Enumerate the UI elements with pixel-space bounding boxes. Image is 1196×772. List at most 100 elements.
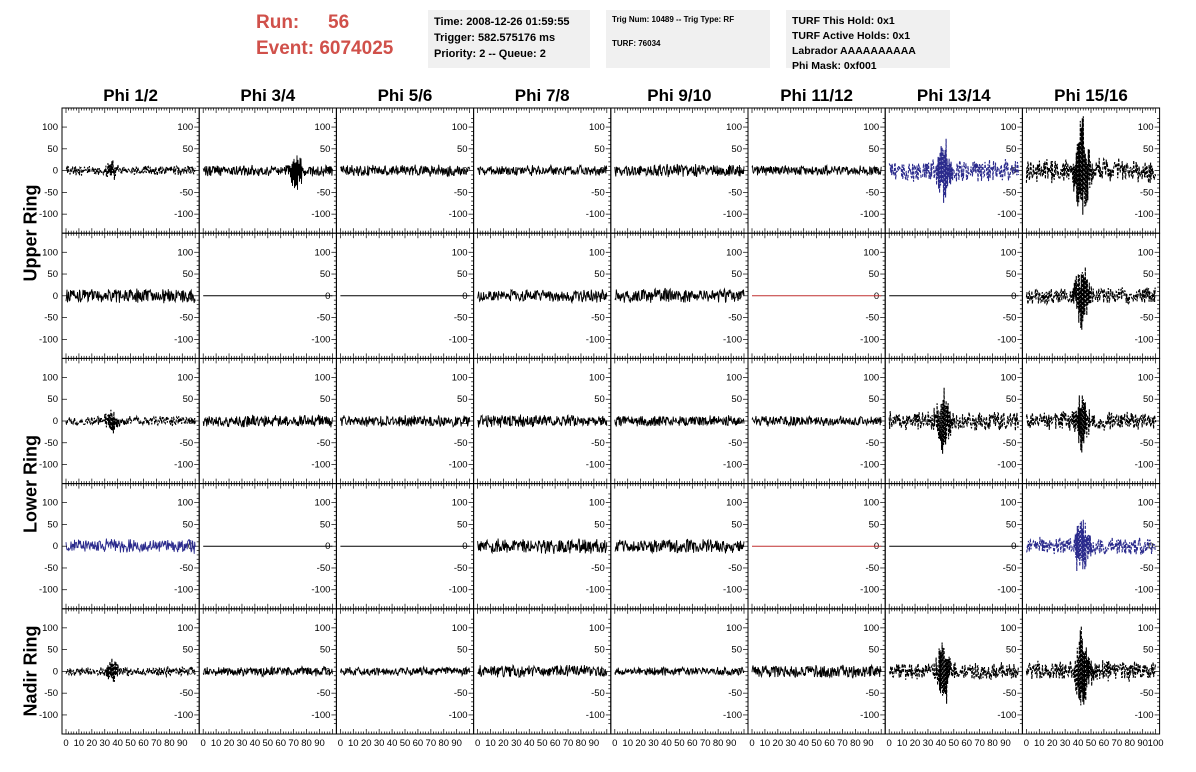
y-tick-label: 100 — [452, 247, 468, 258]
y-tick-label: -100 — [311, 710, 330, 721]
y-tick-label: 50 — [457, 519, 468, 530]
y-tick-label: 100 — [452, 122, 468, 133]
event-label: Event: — [256, 38, 315, 59]
y-tick-label: 50 — [1006, 144, 1017, 155]
y-tick-label: 100 — [1001, 372, 1017, 383]
y-tick-label: -50 — [591, 688, 605, 699]
y-tick-label: 50 — [320, 144, 331, 155]
y-tick-label: -100 — [586, 585, 605, 596]
waveform-trace — [202, 665, 333, 678]
y-tick-label: -100 — [723, 209, 742, 220]
y-tick-label: -50 — [317, 438, 331, 449]
waveform-trace — [1025, 395, 1157, 453]
y-tick-label: -100 — [723, 585, 742, 596]
y-tick-label: 50 — [731, 144, 742, 155]
y-tick-label: 50 — [183, 144, 194, 155]
y-tick-label: 100 — [863, 372, 879, 383]
y-tick-label: 100 — [1138, 498, 1154, 509]
y-tick-label: 50 — [183, 269, 194, 280]
y-tick-label: -100 — [1135, 334, 1154, 345]
turf-this-hold-text: TURF This Hold: 0x1 — [792, 15, 895, 27]
y-tick-label: -50 — [179, 688, 193, 699]
y-tick-label: -100 — [723, 334, 742, 345]
waveform-trace — [65, 288, 196, 304]
y-tick-label: -50 — [317, 187, 331, 198]
y-tick-label: 50 — [594, 394, 605, 405]
y-tick-label: -100 — [997, 209, 1016, 220]
y-tick-label: -100 — [997, 585, 1016, 596]
waveform-trace — [339, 415, 471, 428]
waveform-trace — [1025, 267, 1157, 330]
waveform-trace — [614, 287, 745, 303]
y-tick-label: -100 — [174, 334, 193, 345]
y-tick-label: 50 — [320, 645, 331, 656]
y-tick-label: -50 — [865, 313, 879, 324]
y-tick-label: 100 — [452, 623, 468, 634]
y-tick-label: -50 — [591, 563, 605, 574]
y-tick-label: -50 — [1003, 313, 1017, 324]
y-tick-label: 0 — [325, 166, 330, 177]
waveform-trace — [477, 538, 608, 555]
y-tick-label: 0 — [1148, 541, 1153, 552]
y-tick-label: 50 — [869, 519, 880, 530]
time-info-box: Time: 2008-12-26 01:59:55 Trigger: 582.5… — [428, 10, 590, 68]
y-tick-label: 50 — [1143, 394, 1154, 405]
y-tick-label: 100 — [726, 498, 742, 509]
y-tick-label: 50 — [594, 144, 605, 155]
y-tick-label: 50 — [320, 269, 331, 280]
y-tick-label: 100 — [863, 122, 879, 133]
y-tick-label: -100 — [174, 209, 193, 220]
y-tick-label: -50 — [454, 313, 468, 324]
y-tick-label: 100 — [452, 498, 468, 509]
y-tick-label: -100 — [860, 209, 879, 220]
y-tick-label: -100 — [586, 710, 605, 721]
y-tick-label: 50 — [1143, 519, 1154, 530]
y-tick-label: -50 — [454, 688, 468, 699]
column-header: Phi 13/14 — [916, 86, 991, 105]
y-tick-label: -50 — [1140, 563, 1154, 574]
y-tick-label: -50 — [179, 563, 193, 574]
y-tick-label: 100 — [863, 498, 879, 509]
y-tick-label: -50 — [1003, 187, 1017, 198]
y-tick-label: 50 — [731, 269, 742, 280]
y-tick-label: 100 — [177, 498, 193, 509]
y-tick-label: -50 — [1003, 438, 1017, 449]
y-tick-label: 100 — [177, 122, 193, 133]
y-tick-label: 100 — [863, 247, 879, 258]
column-header: Phi 3/4 — [240, 86, 296, 105]
waveform-trace — [477, 664, 608, 679]
waveform-trace — [477, 163, 608, 177]
y-tick-label: 50 — [1006, 394, 1017, 405]
y-tick-label: 100 — [315, 247, 331, 258]
y-tick-label: 100 — [589, 623, 605, 634]
trigger-text: Trigger: 582.575176 ms — [434, 32, 556, 44]
y-tick-label: 0 — [600, 541, 605, 552]
column-header: Phi 1/2 — [103, 86, 158, 105]
y-tick-label: 100 — [1001, 122, 1017, 133]
waveform-trace — [202, 155, 333, 190]
y-tick-label: -100 — [586, 209, 605, 220]
y-tick-label: -100 — [174, 710, 193, 721]
y-tick-label: -50 — [728, 313, 742, 324]
time-text: Time: 2008-12-26 01:59:55 — [434, 16, 570, 28]
y-tick-label: -100 — [723, 460, 742, 471]
